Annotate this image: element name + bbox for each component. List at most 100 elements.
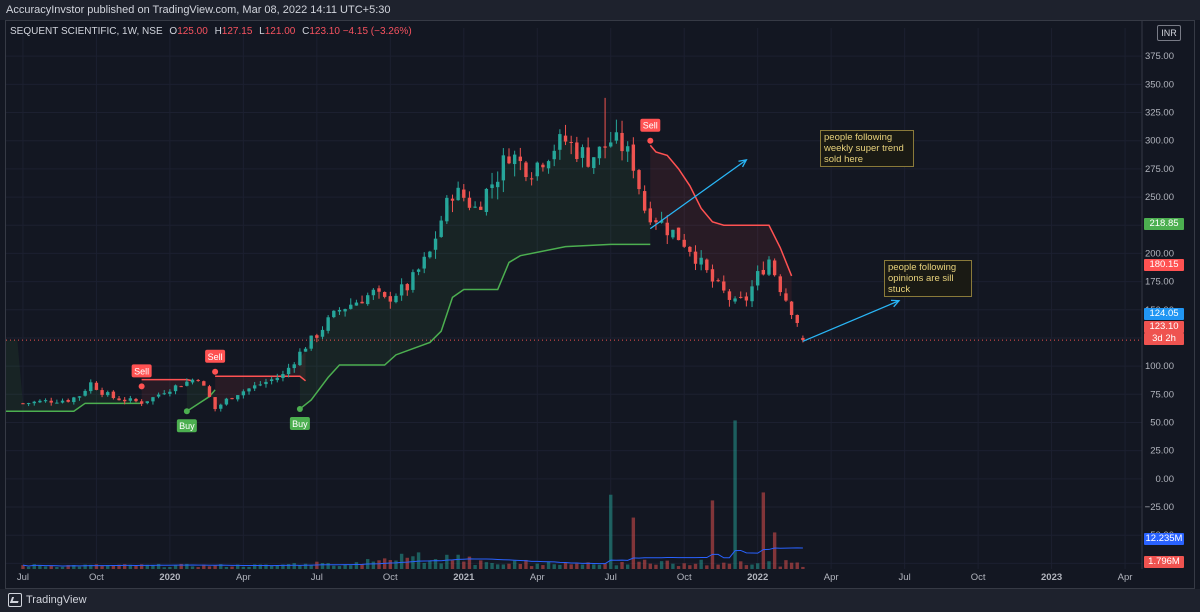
candle-body [552, 150, 556, 160]
candle-body [433, 238, 438, 250]
legend-high: 127.15 [221, 26, 253, 37]
y-tick-label: 200.00 [1145, 248, 1174, 259]
volume-bar [733, 420, 737, 569]
volume-bar [479, 560, 483, 569]
price-tag-last: 123.10 [1144, 321, 1184, 333]
volume-bar [603, 563, 607, 569]
note-stuck: people following opinions are sill stuck [884, 260, 972, 297]
volume-bar [767, 561, 771, 569]
volume-bar [693, 563, 698, 569]
x-tick-label: 2023 [1041, 572, 1062, 583]
volume-bar [309, 565, 313, 569]
candle-body [252, 385, 257, 389]
legend-high-label: H [214, 26, 222, 37]
volume-bar [292, 563, 296, 569]
volume-bar [642, 559, 647, 569]
volume-bar [659, 561, 664, 569]
candle-body [575, 142, 579, 160]
x-tick-label: Apr [824, 572, 839, 583]
candle-body [100, 390, 104, 395]
candle-body [106, 392, 110, 396]
signal-label-bg [131, 364, 152, 378]
volume-bar [258, 564, 263, 569]
candle-body [541, 164, 545, 168]
candle-body [179, 386, 183, 388]
price-tag-blue: 124.05 [1144, 308, 1184, 320]
volume-bar [450, 560, 455, 569]
candle-body [648, 208, 652, 223]
y-tick-label: −25.00 [1145, 502, 1174, 513]
volume-bar [202, 564, 206, 569]
volume-bar [122, 564, 127, 569]
volume-bar [106, 565, 110, 569]
candle-body [445, 197, 449, 222]
volume-bar [411, 556, 415, 569]
volume-bar [778, 566, 782, 569]
candle-body [286, 367, 291, 375]
x-tick-label: 2020 [159, 572, 180, 583]
candle-body [789, 301, 794, 315]
volume-bar [529, 566, 534, 569]
volume-bar [563, 562, 568, 569]
candle-body [665, 222, 669, 236]
volume-bar [89, 564, 93, 569]
y-tick-label: 100.00 [1145, 361, 1174, 372]
volume-bar [456, 554, 460, 569]
brand-label: TradingView [26, 594, 87, 606]
note-sold: people following weekly super trend sold… [820, 130, 914, 167]
tradingview-logo-icon [8, 593, 22, 607]
candle-body [739, 296, 743, 298]
volume-bar [490, 562, 494, 569]
volume-bar [722, 562, 726, 569]
candle-body [529, 178, 534, 180]
x-tick-label: Jul [605, 572, 617, 583]
candle-body [303, 348, 308, 352]
candle-body [710, 269, 715, 282]
candle-body [224, 398, 229, 405]
volume-bar [377, 560, 381, 569]
candle-body [693, 251, 698, 264]
volume-bar [744, 565, 749, 569]
candle-body [72, 397, 76, 403]
currency-button[interactable]: INR [1157, 25, 1181, 41]
legend-low-label: L [259, 26, 265, 37]
volume-bar [247, 566, 251, 569]
candle-body [21, 403, 25, 405]
time-axis: Jul Oct 2020 Apr Jul Oct 2021 Apr Jul Oct 2022 Apr J… [17, 572, 1133, 583]
candle-body [507, 156, 511, 164]
signal-label: Buy [292, 419, 308, 429]
volume-bar [558, 564, 562, 569]
candle-body [151, 397, 155, 402]
x-tick-label: Apr [236, 572, 251, 583]
candle-body [66, 399, 70, 402]
volume-bar [716, 564, 720, 569]
y-tick-label: 175.00 [1145, 277, 1174, 288]
volume-bar [337, 566, 342, 569]
candle-body [473, 206, 477, 208]
top-bar: AccuracyInvstor published on TradingView… [0, 0, 1200, 20]
published-line: AccuracyInvstor published on TradingView… [6, 4, 391, 16]
candle-body [377, 288, 381, 292]
supertrend-layer [6, 136, 793, 412]
volume-bar [388, 560, 393, 569]
volume-bar [428, 560, 432, 569]
footer-bar: TradingView [0, 589, 1200, 612]
candle-body [326, 317, 330, 331]
candle-body [462, 189, 466, 198]
volume-bar [49, 565, 53, 569]
chart-svg[interactable]: Sell Buy Sell Buy Sell 375.00 350.00 325.00 300.… [0, 0, 1200, 589]
candle-body [145, 401, 149, 404]
candle-body [755, 271, 760, 286]
volume-bar [371, 561, 376, 569]
supertrend-up-line [299, 243, 651, 410]
volume-bar [682, 563, 686, 569]
volume-bar [394, 560, 398, 569]
candle-body [190, 379, 195, 383]
y-tick-label: 50.00 [1150, 417, 1174, 428]
volume-bar [654, 564, 658, 569]
volume-bar [168, 566, 172, 569]
candle-body [569, 141, 573, 143]
candle-body [77, 396, 82, 398]
candle-body [247, 388, 251, 392]
volume-bar [326, 563, 330, 569]
